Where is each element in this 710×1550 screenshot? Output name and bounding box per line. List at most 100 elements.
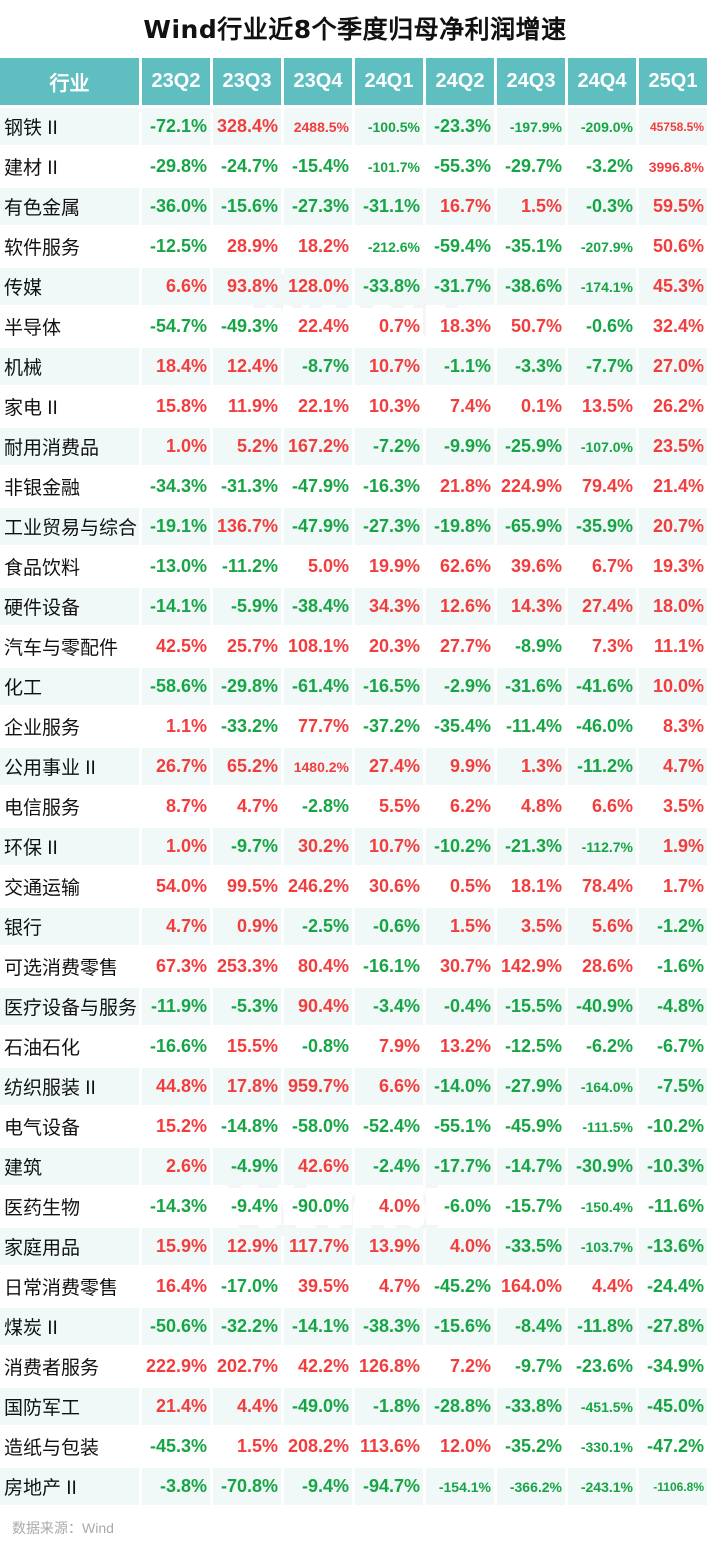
growth-value-cell: -31.3%: [213, 468, 281, 505]
industry-name-cell: 造纸与包装: [0, 1428, 139, 1465]
growth-value-cell: 14.3%: [497, 588, 565, 625]
growth-value-cell: 15.8%: [142, 388, 210, 425]
growth-value-cell: -14.3%: [142, 1188, 210, 1225]
growth-value-cell: -10.3%: [639, 1148, 707, 1185]
industry-name-cell: 纺织服装 II: [0, 1068, 139, 1105]
table-row: 公用事业 II 26.7% 65.2% 1480.2% 27.4% 9.9% 1.3% -11…: [0, 748, 707, 785]
industry-name-cell: 医药生物: [0, 1188, 139, 1225]
growth-value-cell: -45.0%: [639, 1388, 707, 1425]
growth-value-cell: 6.7%: [568, 548, 636, 585]
growth-value-cell: -1.2%: [639, 908, 707, 945]
growth-value-cell: 23.5%: [639, 428, 707, 465]
growth-value-cell: -6.7%: [639, 1028, 707, 1065]
growth-value-cell: -32.2%: [213, 1308, 281, 1345]
growth-value-cell: 32.4%: [639, 308, 707, 345]
growth-value-cell: -5.3%: [213, 988, 281, 1025]
growth-value-cell: 136.7%: [213, 508, 281, 545]
growth-value-cell: 27.7%: [426, 628, 494, 665]
growth-value-cell: -11.4%: [497, 708, 565, 745]
growth-value-cell: 30.2%: [284, 828, 352, 865]
growth-value-cell: 44.8%: [142, 1068, 210, 1105]
growth-value-cell: -11.2%: [568, 748, 636, 785]
growth-value-cell: -45.9%: [497, 1108, 565, 1145]
industry-name-cell: 可选消费零售: [0, 948, 139, 985]
growth-value-cell: 4.7%: [639, 748, 707, 785]
growth-value-cell: -451.5%: [568, 1388, 636, 1425]
growth-value-cell: -2.5%: [284, 908, 352, 945]
growth-value-cell: 1.0%: [142, 828, 210, 865]
table-row: 机械 18.4% 12.4% -8.7% 10.7% -1.1% -3.3% -7.7% 27.…: [0, 348, 707, 385]
growth-value-cell: -7.7%: [568, 348, 636, 385]
growth-value-cell: 222.9%: [142, 1348, 210, 1385]
growth-value-cell: 13.2%: [426, 1028, 494, 1065]
growth-value-cell: -94.7%: [355, 1468, 423, 1505]
growth-value-cell: -2.8%: [284, 788, 352, 825]
growth-value-cell: -112.7%: [568, 828, 636, 865]
growth-value-cell: 15.5%: [213, 1028, 281, 1065]
growth-value-cell: 77.7%: [284, 708, 352, 745]
growth-value-cell: 30.6%: [355, 868, 423, 905]
growth-value-cell: -41.6%: [568, 668, 636, 705]
growth-value-cell: -35.1%: [497, 228, 565, 265]
growth-value-cell: -3.8%: [142, 1468, 210, 1505]
growth-value-cell: -111.5%: [568, 1108, 636, 1145]
growth-value-cell: 30.7%: [426, 948, 494, 985]
growth-value-cell: -14.7%: [497, 1148, 565, 1185]
growth-value-cell: 1.9%: [639, 828, 707, 865]
growth-value-cell: -209.0%: [568, 108, 636, 145]
industry-name-cell: 化工: [0, 668, 139, 705]
growth-value-cell: -7.2%: [355, 428, 423, 465]
growth-value-cell: -72.1%: [142, 108, 210, 145]
table-row: 消费者服务 222.9% 202.7% 42.2% 126.8% 7.2% -9.7% -23…: [0, 1348, 707, 1385]
growth-value-cell: -50.6%: [142, 1308, 210, 1345]
growth-value-cell: -13.0%: [142, 548, 210, 585]
growth-value-cell: -34.3%: [142, 468, 210, 505]
table-row: 企业服务 1.1% -33.2% 77.7% -37.2% -35.4% -11.4% -46…: [0, 708, 707, 745]
column-header-23q3: 23Q3: [213, 58, 281, 105]
growth-value-cell: -15.4%: [284, 148, 352, 185]
table-row: 国防军工 21.4% 4.4% -49.0% -1.8% -28.8% -33.8% -451…: [0, 1388, 707, 1425]
growth-value-cell: 7.4%: [426, 388, 494, 425]
growth-value-cell: 126.8%: [355, 1348, 423, 1385]
growth-value-cell: 4.7%: [142, 908, 210, 945]
growth-value-cell: 79.4%: [568, 468, 636, 505]
growth-value-cell: -14.1%: [142, 588, 210, 625]
growth-value-cell: 108.1%: [284, 628, 352, 665]
growth-value-cell: -10.2%: [426, 828, 494, 865]
industry-name-cell: 煤炭 II: [0, 1308, 139, 1345]
growth-value-cell: 1.5%: [213, 1428, 281, 1465]
growth-value-cell: 6.2%: [426, 788, 494, 825]
growth-value-cell: -212.6%: [355, 228, 423, 265]
industry-name-cell: 医疗设备与服务: [0, 988, 139, 1025]
growth-value-cell: 2.6%: [142, 1148, 210, 1185]
growth-value-cell: -3.3%: [497, 348, 565, 385]
growth-value-cell: 12.6%: [426, 588, 494, 625]
growth-value-cell: -33.5%: [497, 1228, 565, 1265]
growth-value-cell: 22.1%: [284, 388, 352, 425]
growth-value-cell: 1.0%: [142, 428, 210, 465]
growth-value-cell: -33.2%: [213, 708, 281, 745]
growth-value-cell: 11.9%: [213, 388, 281, 425]
growth-value-cell: -31.6%: [497, 668, 565, 705]
growth-value-cell: 208.2%: [284, 1428, 352, 1465]
industry-name-cell: 硬件设备: [0, 588, 139, 625]
growth-value-cell: -13.6%: [639, 1228, 707, 1265]
growth-value-cell: 28.9%: [213, 228, 281, 265]
table-row: 电信服务 8.7% 4.7% -2.8% 5.5% 6.2% 4.8% 6.6% 3.5%: [0, 788, 707, 825]
industry-name-cell: 企业服务: [0, 708, 139, 745]
growth-value-cell: -1106.8%: [639, 1468, 707, 1505]
growth-value-cell: 54.0%: [142, 868, 210, 905]
growth-value-cell: -24.7%: [213, 148, 281, 185]
growth-value-cell: 202.7%: [213, 1348, 281, 1385]
growth-value-cell: 20.7%: [639, 508, 707, 545]
column-header-23q2: 23Q2: [142, 58, 210, 105]
growth-value-cell: 167.2%: [284, 428, 352, 465]
growth-value-cell: -33.8%: [355, 268, 423, 305]
growth-value-cell: 13.5%: [568, 388, 636, 425]
growth-value-cell: -27.3%: [355, 508, 423, 545]
growth-value-cell: -34.9%: [639, 1348, 707, 1385]
growth-value-cell: 4.7%: [213, 788, 281, 825]
growth-value-cell: -16.1%: [355, 948, 423, 985]
growth-value-cell: 5.6%: [568, 908, 636, 945]
table-row: 有色金属 -36.0% -15.6% -27.3% -31.1% 16.7% 1.5% -0.…: [0, 188, 707, 225]
